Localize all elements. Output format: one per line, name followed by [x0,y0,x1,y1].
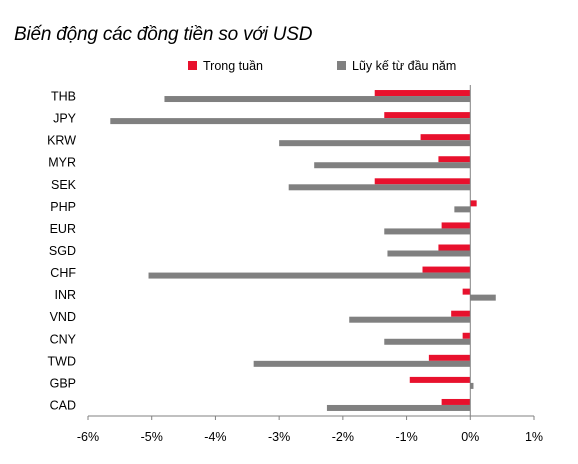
bar-vnd-ytd [349,316,471,323]
bar-thb-week [374,90,471,97]
bar-inr-week [462,288,471,295]
bar-sek-week [374,178,471,185]
category-label: SGD [49,244,76,258]
bar-myr-week [438,156,471,163]
bar-php-week [470,200,477,207]
bar-gbp-ytd [470,382,474,389]
legend: Trong tuần Lũy kế từ đầu năm [188,59,456,73]
category-label: EUR [50,222,76,236]
x-tick-label: 1% [525,430,543,444]
x-tick-label: -5% [141,430,163,444]
bar-cad-ytd [326,404,471,411]
category-label: INR [54,288,76,302]
category-label: GBP [50,376,76,390]
bar-krw-week [420,134,471,141]
x-tick-label: -2% [332,430,354,444]
legend-label: Lũy kế từ đầu năm [352,59,456,73]
bar-twd-ytd [253,360,471,367]
axes-group: THB JPY KRW MYR SEK PHP EUR SGD CHF INR VND CNY TWD G… [47,85,543,444]
bar-cny-week [462,332,471,339]
category-label: THB [51,90,76,104]
bar-eur-ytd [384,228,471,235]
bar-jpy-week [384,112,471,119]
bar-jpy-ytd [110,118,471,125]
category-label: KRW [47,134,76,148]
bar-php-ytd [454,206,471,213]
bar-twd-week [428,354,471,361]
bar-gbp-week [409,376,471,383]
category-label: CHF [50,266,76,280]
category-label: CAD [50,398,76,412]
bar-cad-week [441,398,471,405]
x-tick-label: -6% [77,430,99,444]
bars-group [110,90,496,411]
bar-sek-ytd [288,184,471,191]
legend-swatch [188,61,197,70]
bar-inr-ytd [470,294,496,301]
x-tick-label: -1% [395,430,417,444]
bar-sgd-week [438,244,471,251]
category-label: MYR [48,156,76,170]
x-tick-label: -4% [204,430,226,444]
bar-thb-ytd [164,96,471,103]
category-label: SEK [51,178,77,192]
bar-sgd-ytd [387,250,471,257]
category-label: VND [50,310,76,324]
category-label: JPY [53,112,77,126]
x-tick-label: -3% [268,430,290,444]
bar-vnd-week [451,310,471,317]
chart-title: Biến động các đồng tiền so với USD [14,24,313,45]
x-tick-label: 0% [461,430,479,444]
bar-krw-ytd [279,140,471,147]
bar-chf-week [422,266,471,273]
category-label: TWD [48,354,76,368]
category-label: PHP [50,200,76,214]
legend-label: Trong tuần [203,59,263,73]
bar-cny-ytd [384,338,471,345]
category-label: CNY [50,332,77,346]
bar-chf-ytd [148,272,471,279]
bar-myr-ytd [314,162,471,169]
legend-swatch [337,61,346,70]
bar-eur-week [441,222,471,229]
